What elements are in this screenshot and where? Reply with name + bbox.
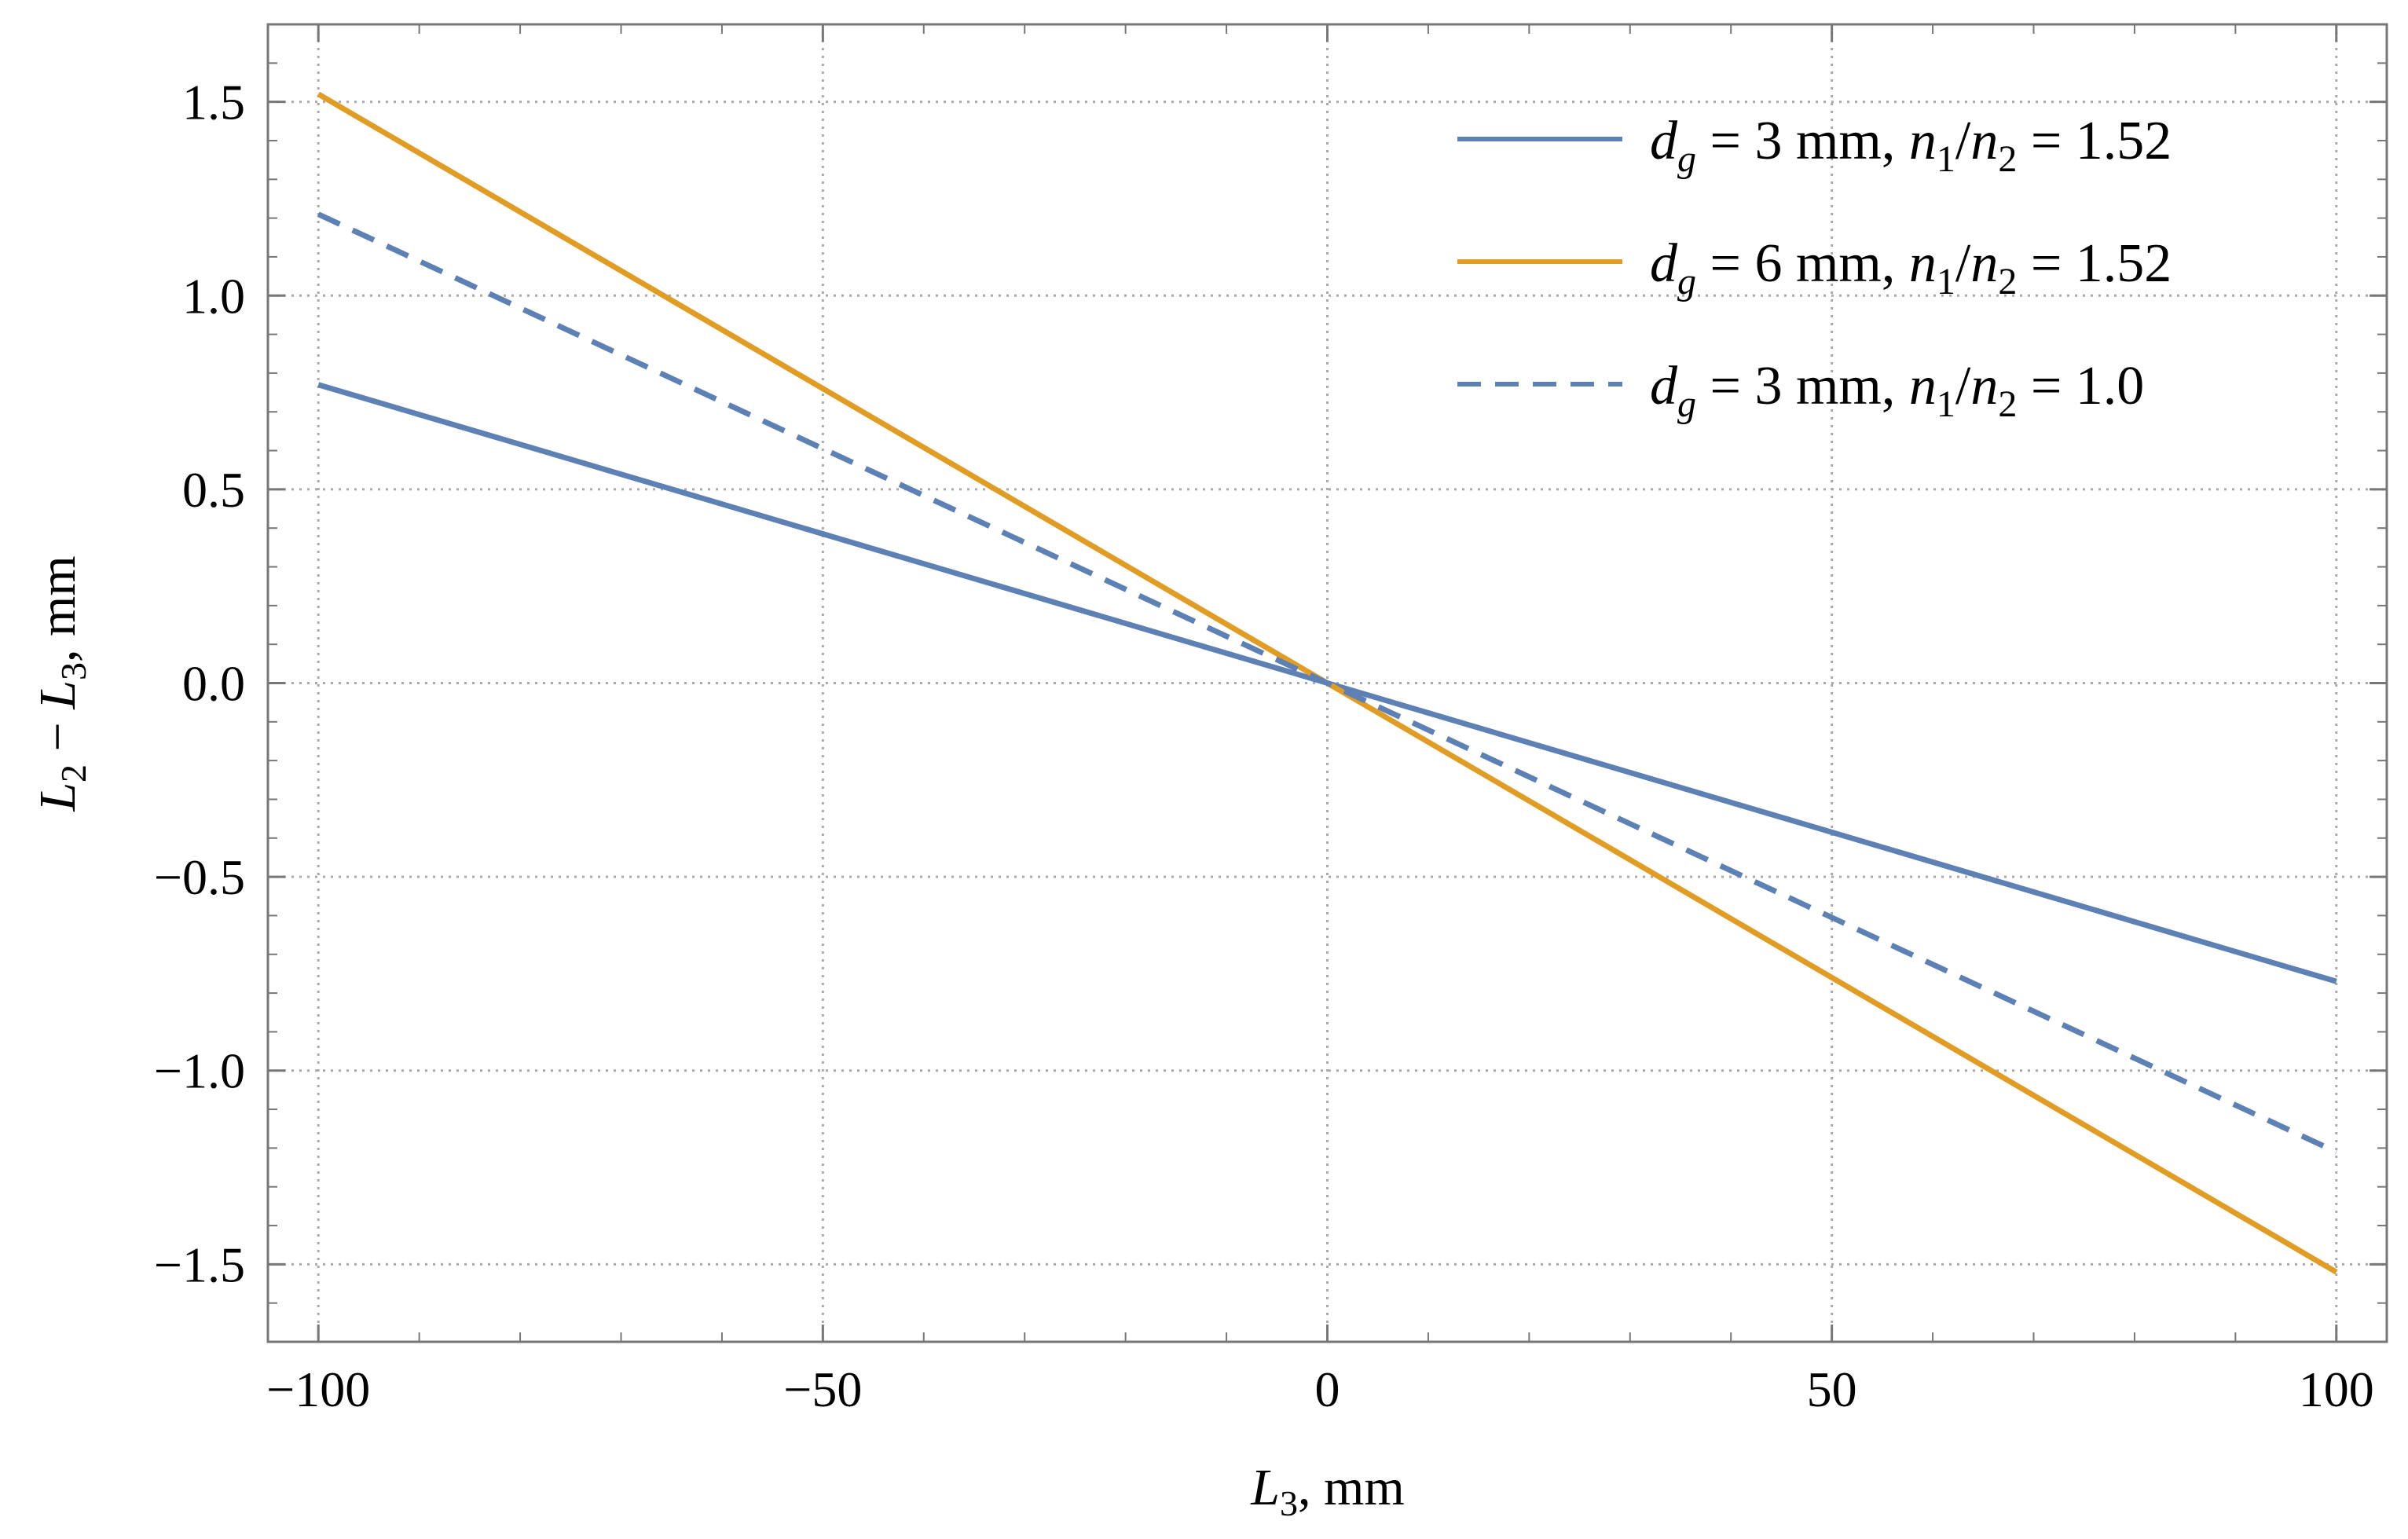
x-tick-label: 100 <box>2299 1361 2374 1417</box>
x-tick-labels: −100 −50 0 50 100 <box>266 1361 2374 1417</box>
legend-item-3: dg = 3 mm, n1/n2 = 1.0 <box>1457 356 2144 425</box>
x-tick-label: 50 <box>1807 1361 1857 1417</box>
legend-label-3: dg = 3 mm, n1/n2 = 1.0 <box>1650 356 2144 425</box>
minor-ticks <box>268 24 2387 1343</box>
y-tick-label: 0.5 <box>182 462 245 518</box>
legend-label-2: dg = 6 mm, n1/n2 = 1.52 <box>1650 233 2172 302</box>
y-tick-labels: 1.5 1.0 0.5 0.0 −0.5 −1.0 −1.5 <box>154 75 245 1293</box>
y-tick-label: 1.0 <box>182 268 245 324</box>
legend-item-1: dg = 3 mm, n1/n2 = 1.52 <box>1457 111 2172 180</box>
series-line-3 <box>317 211 2338 1155</box>
y-axis-label: L2 − L3, mm <box>29 555 93 812</box>
major-ticks <box>268 24 2387 1342</box>
y-tick-label: 0.0 <box>182 656 245 712</box>
x-tick-label: 0 <box>1315 1361 1340 1417</box>
y-tick-label: −0.5 <box>154 849 245 905</box>
legend: dg = 3 mm, n1/n2 = 1.52 dg = 6 mm, n1/n2… <box>1457 111 2172 425</box>
x-tick-label: −100 <box>266 1361 370 1417</box>
x-axis-label: L3, mm <box>1250 1459 1404 1523</box>
legend-label-1: dg = 3 mm, n1/n2 = 1.52 <box>1650 111 2172 180</box>
y-tick-label: −1.5 <box>154 1237 245 1292</box>
y-tick-label: 1.5 <box>182 75 245 130</box>
legend-item-2: dg = 6 mm, n1/n2 = 1.52 <box>1457 233 2172 302</box>
x-tick-label: −50 <box>783 1361 862 1417</box>
y-tick-label: −1.0 <box>154 1043 245 1099</box>
series-lines <box>317 91 2338 1275</box>
